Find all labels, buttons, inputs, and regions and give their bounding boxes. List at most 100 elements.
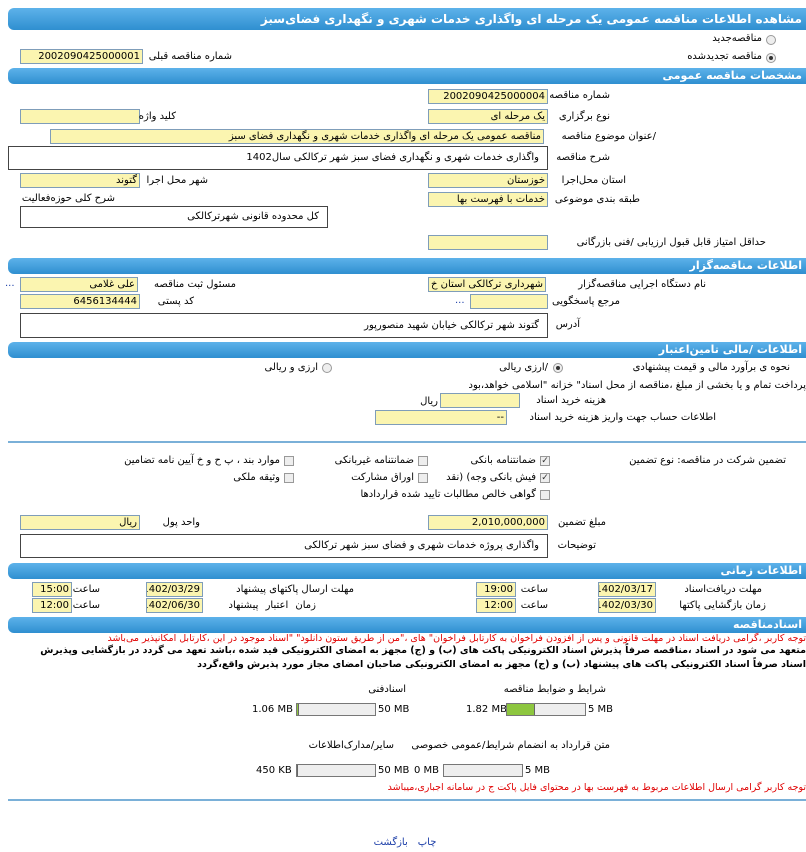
subject-field[interactable]: مناقصه عمومی یک مرحله ای واگذاری خدمات ش…: [50, 129, 544, 144]
prev-number-field[interactable]: 2002090425000001: [20, 49, 143, 64]
validity-label: زمان اعتبار پیشنهاد: [228, 600, 316, 611]
responsible-lookup-button[interactable]: ...: [5, 278, 15, 289]
fx-rial-label: ارزی و ریالی: [264, 362, 319, 373]
organizer-field[interactable]: شهرداری ترکالکی استان خ: [428, 277, 546, 292]
doc-deadline-time[interactable]: 19:00: [476, 582, 516, 597]
description-box: واگذاری خدمات شهری و نگهداری فضای سبز شه…: [8, 146, 548, 170]
category-field[interactable]: خدمات با فهرست بها: [428, 192, 548, 207]
radio-renewed-tender[interactable]: [766, 53, 776, 63]
doc-deadline-date[interactable]: 1402/03/17: [598, 582, 656, 597]
file-size-contract: 0 MB: [414, 765, 440, 776]
address-label: آدرس: [555, 319, 580, 330]
receivables-label: گواهی خالص مطالبات تایید شده قراردادها: [360, 489, 536, 500]
back-link[interactable]: بازگشت: [373, 837, 408, 848]
time-label: ساعت: [520, 584, 548, 595]
send-deadline-label: مهلت ارسال پاکتهای پیشنهاد: [236, 584, 354, 595]
city-field[interactable]: گتوند: [20, 173, 140, 188]
treasury-note: پرداخت تمام و یا بخشی از مبلغ ،مناقصه از…: [468, 380, 806, 391]
file-bar-technical: [296, 703, 376, 716]
bank-receipt-label: فیش بانکی وجه) (نقد: [446, 472, 536, 483]
print-link[interactable]: چاپ: [417, 837, 437, 848]
validity-date[interactable]: 1402/06/30: [146, 598, 203, 613]
checkbox-bank-guarantee[interactable]: ✓: [540, 456, 550, 466]
doc-cost-unit: ریال: [420, 396, 438, 407]
checkbox-nonbank-guarantee[interactable]: [418, 456, 428, 466]
doc-cost-field[interactable]: [440, 393, 520, 408]
postal-code-label: کد پستی: [157, 296, 194, 307]
file-label-other: سایر/مدارک‌اطلاعات: [308, 740, 394, 751]
holding-type-field[interactable]: یک مرحله ای: [428, 109, 548, 124]
file-max-other: 50 MB: [378, 765, 410, 776]
tender-number-field[interactable]: 2002090425000004: [428, 89, 548, 104]
send-deadline-date[interactable]: 1402/03/29: [146, 582, 203, 597]
renewed-tender-label: مناقصه تجدیدشده: [687, 51, 762, 62]
opening-date[interactable]: 1402/03/30: [598, 598, 656, 613]
estimate-label: نحوه ی برآورد مالی و قیمت پیشنهادی: [632, 362, 790, 373]
file-size-technical: 1.06 MB: [252, 704, 293, 715]
file-label-technical: اسنادفنی: [368, 684, 406, 695]
notes-box: واگذاری پروژه خدمات شهری و فضای سبز شهر …: [20, 534, 548, 558]
bonds-label: اوراق مشارکت: [351, 472, 414, 483]
section-finance: اطلاعات /مالی تامین‌اعتبار: [8, 342, 806, 358]
new-tender-label: مناقصه‌جدید: [712, 33, 762, 44]
guarantee-label: تضمین شرکت در مناقصه: نوع تضمین: [629, 455, 786, 466]
address-box: گتوند شهر ترکالکی خیابان شهید منصورپور: [20, 313, 548, 338]
page-title: مشاهده اطلاعات مناقصه عمومی یک مرحله ای …: [8, 8, 806, 30]
bank-guarantee-label: ضمانتنامه بانکی: [470, 455, 536, 466]
doc-cost-label: هزینه خرید اسناد: [536, 395, 606, 406]
radio-fx-rial[interactable]: [322, 363, 332, 373]
checkbox-other-guarantee[interactable]: [284, 456, 294, 466]
currency-label: واحد پول: [162, 517, 200, 528]
responsible-field[interactable]: علی غلامی: [20, 277, 138, 292]
province-field[interactable]: خوزستان: [428, 173, 548, 188]
file-bar-fill: [297, 765, 298, 776]
category-label: طبقه بندی موضوعی: [554, 194, 640, 205]
reference-field[interactable]: [470, 294, 548, 309]
time-label: ساعت: [72, 584, 100, 595]
checkbox-property[interactable]: [284, 473, 294, 483]
documents-warning: توجه کاربر ،گرامی دریافت اسناد در مهلت ق…: [107, 633, 806, 644]
guarantee-amount-label: مبلغ تضمین: [557, 517, 606, 528]
account-field[interactable]: --: [375, 410, 507, 425]
holding-type-label: نوع برگزاری: [558, 111, 610, 122]
scope-box: کل محدوده قانونی شهرترکالکی: [20, 206, 328, 228]
opening-time[interactable]: 12:00: [476, 598, 516, 613]
keyword-label: کلید واژه: [138, 111, 176, 122]
checkbox-bank-receipt[interactable]: ✓: [540, 473, 550, 483]
province-label: استان محل‌اجرا: [561, 175, 626, 186]
checkbox-receivables[interactable]: [540, 490, 550, 500]
guarantee-amount-field[interactable]: 2,010,000,000: [428, 515, 548, 530]
section-general: مشخصات مناقصه عمومی: [8, 68, 806, 84]
checkbox-bonds[interactable]: [418, 473, 428, 483]
city-label: شهر محل اجرا: [146, 175, 208, 186]
section-timing: اطلاعات زمانی: [8, 563, 806, 579]
file-max-contract: 5 MB: [525, 765, 551, 776]
file-bar-fill: [507, 704, 536, 715]
min-score-field[interactable]: [428, 235, 548, 250]
currency-field[interactable]: ریال: [20, 515, 140, 530]
commitment-line-1: متعهد می شود در اسناد ،مناقصه صرفاً پذیر…: [40, 645, 806, 656]
file-bar-contract: [443, 764, 523, 777]
section-organizer: اطلاعات مناقصه‌گزار: [8, 258, 806, 274]
opening-label: زمان بازگشایی پاکتها: [679, 600, 766, 611]
file-bar-other: [296, 764, 376, 777]
responsible-label: مسئول ثبت مناقصه: [154, 279, 236, 290]
prev-number-label: شماره مناقصه قبلی: [148, 51, 232, 62]
price-list-warning: توجه کاربر گرامی ارسال اطلاعات مربوط به …: [387, 782, 806, 793]
keyword-field[interactable]: [20, 109, 140, 124]
file-size-other: 450 KB: [256, 765, 292, 776]
reference-lookup-button[interactable]: ...: [455, 295, 465, 306]
radio-new-tender[interactable]: [766, 35, 776, 45]
commitment-line-2: اسناد صرفاً اسناد الکترونیکی پاکت های پی…: [197, 659, 806, 670]
subject-label: /عنوان موضوع مناقصه: [561, 131, 656, 142]
organizer-label: نام دستگاه اجرایی مناقصه‌گزار: [578, 279, 706, 290]
postal-code-field[interactable]: 6456134444: [20, 294, 140, 309]
file-label-terms: شرایط و ضوابط مناقصه: [503, 684, 606, 695]
file-label-contract: متن قرارداد به انضمام شرایط/عمومی خصوصی: [411, 740, 610, 751]
radio-rial[interactable]: [553, 363, 563, 373]
validity-time[interactable]: 12:00: [32, 598, 72, 613]
rial-label: /ارزی ریالی: [499, 362, 548, 373]
other-guarantee-label: موارد بند ، پ ح و خ آیین نامه تضامین: [124, 455, 280, 466]
send-deadline-time[interactable]: 15:00: [32, 582, 72, 597]
account-label: اطلاعات حساب جهت واریز هزینه خرید اسناد: [529, 412, 716, 423]
